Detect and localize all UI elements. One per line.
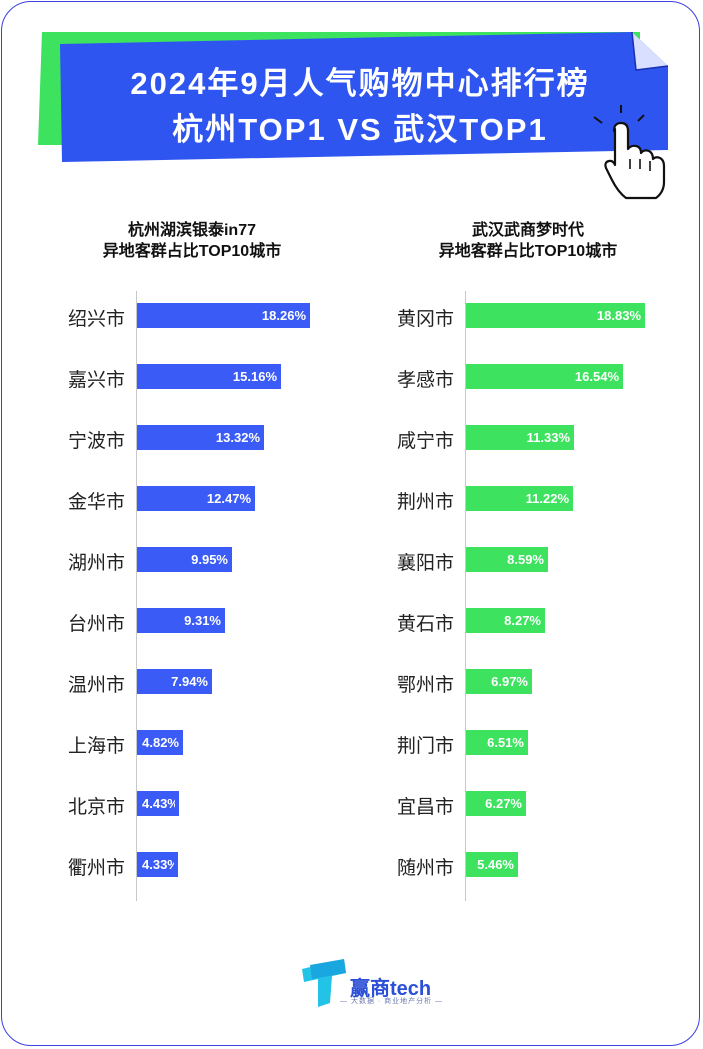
left-category-label: 温州市 [68,674,126,696]
left-category-label: 衢州市 [68,857,126,879]
right-bar-value-label: 6.27% [485,796,522,811]
right-bar-value-label: 16.54% [574,369,619,384]
logo-tagline: — 大数据 · 商业地产分析 — [340,998,444,1005]
title-banner: 2024年9月人气购物中心排行榜 杭州TOP1 VS 武汉TOP1 [0,0,703,200]
right-axis-line [465,291,466,901]
left-category-label: 湖州市 [68,552,126,574]
right-bar [466,486,573,511]
left-chart-subtitle: 异地客群占比TOP10城市 [102,243,282,260]
title-line-2: 杭州TOP1 VS 武汉TOP1 [172,112,548,147]
left-bar [137,364,281,389]
right-bar-value-label: 11.33% [526,430,570,445]
left-category-label: 金华市 [68,491,126,513]
right-bar-value-label: 8.27% [504,613,541,628]
right-category-label: 孝感市 [397,369,455,391]
left-category-label: 台州市 [68,613,126,635]
left-bar-value-label: 12.47% [206,491,251,506]
right-category-label: 宜昌市 [397,796,455,818]
right-bar-value-label: 11.22% [525,491,569,506]
right-bar-value-label: 8.59% [507,552,544,567]
right-bar [466,791,526,816]
right-category-label: 荆门市 [397,735,455,757]
left-bar [137,852,178,877]
left-category-label: 上海市 [68,735,126,757]
right-category-label: 鄂州市 [397,674,455,696]
pointer-hand-icon [593,105,666,200]
title-line-1: 2024年9月人气购物中心排行榜 [130,66,590,101]
left-bar-value-label: 7.94% [171,674,208,689]
right-bar-value-label: 6.51% [487,735,524,750]
right-category-label: 荆州市 [397,491,455,513]
right-bar [466,547,548,572]
left-bar-value-label: 4.43% [142,796,175,811]
logo-T-icon [302,959,346,1007]
left-bar-value-label: 13.32% [215,430,260,445]
left-axis-line [136,291,137,901]
left-chart-heading: 杭州湖滨银泰in77 异地客群占比TOP10城市 [42,220,342,262]
right-chart-subtitle: 异地客群占比TOP10城市 [438,243,618,260]
left-bar [137,425,264,450]
right-bar [466,364,623,389]
left-bar [137,608,225,633]
left-bar-value-label: 4.82% [142,735,179,750]
left-bar [137,547,232,572]
right-bar [466,425,574,450]
left-chart-title: 杭州湖滨银泰in77 [127,222,257,239]
left-bar-value-label: 15.16% [232,369,277,384]
left-bar [137,730,183,755]
left-bar-value-label: 9.31% [184,613,221,628]
left-bar-value-label: 18.26% [261,308,306,323]
right-bar [466,303,645,328]
banner-shape [38,31,669,200]
right-bar-value-label: 18.83% [596,308,641,323]
right-bar [466,730,528,755]
right-bar-value-label: 5.46% [477,857,514,872]
left-bar-value-label: 9.95% [191,552,228,567]
banner-blue-layer [60,32,668,162]
right-bar-value-label: 6.97% [491,674,528,689]
left-category-label: 绍兴市 [68,308,126,330]
right-category-label: 咸宁市 [397,430,455,452]
left-bar [137,303,310,328]
logo-name: 赢商tech [350,978,432,1000]
left-bar [137,486,255,511]
banner-fold-corner [632,32,668,70]
left-category-label: 北京市 [68,796,126,818]
left-category-label: 嘉兴市 [68,369,126,391]
right-chart-title: 武汉武商梦时代 [471,222,584,239]
right-category-label: 黄冈市 [397,308,455,330]
right-category-label: 黄石市 [397,613,455,635]
right-category-label: 襄阳市 [397,552,455,574]
left-bar [137,791,179,816]
left-bar-value-label: 4.33% [142,857,174,872]
right-bar [466,852,518,877]
right-category-label: 随州市 [397,857,455,879]
right-bar [466,608,545,633]
left-bar [137,669,212,694]
right-bar [466,669,532,694]
right-chart-heading: 武汉武商梦时代 异地客群占比TOP10城市 [378,220,678,262]
left-category-label: 宁波市 [68,430,126,452]
